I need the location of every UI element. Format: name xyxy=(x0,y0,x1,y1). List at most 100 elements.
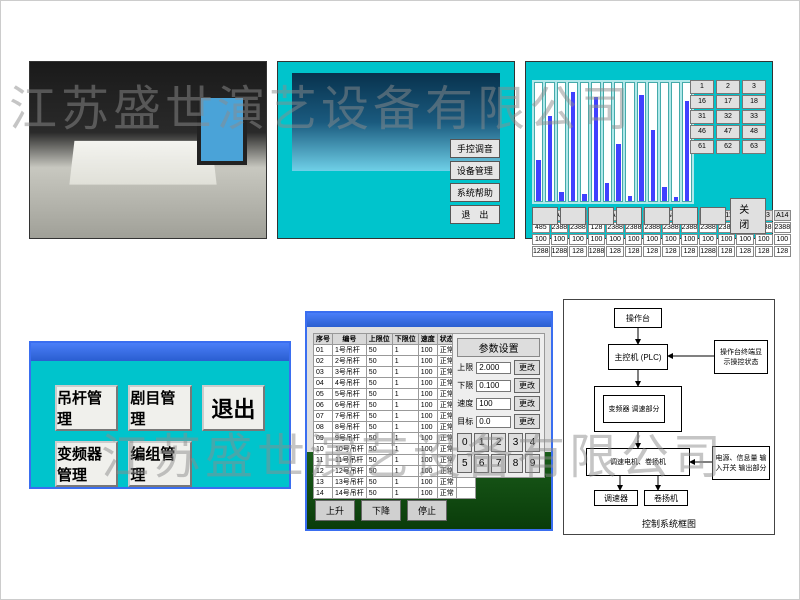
track-0[interactable] xyxy=(534,82,543,202)
gcell-3-3: 1288 xyxy=(588,246,606,257)
key-9[interactable]: 9 xyxy=(525,454,540,473)
key-4[interactable]: 4 xyxy=(525,433,540,452)
track-11[interactable] xyxy=(660,82,669,202)
track-8[interactable] xyxy=(625,82,634,202)
mgmt-btn-2[interactable]: 退出 xyxy=(202,385,265,431)
gcell-2-11: 100 xyxy=(736,234,754,245)
field-btn-1[interactable]: 更改 xyxy=(514,378,540,393)
track-6[interactable] xyxy=(603,82,612,202)
mgmt-btn-3[interactable]: 变频器管理 xyxy=(55,441,118,487)
gcell-3-6: 128 xyxy=(643,246,661,257)
mcell-0-2[interactable]: 31 xyxy=(690,110,714,124)
track-7[interactable] xyxy=(614,82,623,202)
table-row[interactable]: 066号吊杆501100正常 xyxy=(314,400,476,411)
key-6[interactable]: 6 xyxy=(474,454,489,473)
field-2[interactable] xyxy=(476,398,511,410)
mcell-1-2[interactable]: 32 xyxy=(716,110,740,124)
diag-n10: 卷扬机 xyxy=(644,490,688,506)
side-title: 参数设置 xyxy=(457,338,540,357)
mcell-2-2[interactable]: 33 xyxy=(742,110,766,124)
key-3[interactable]: 3 xyxy=(508,433,523,452)
table-row[interactable]: 088号吊杆501100正常 xyxy=(314,422,476,433)
mgmt-btn-1[interactable]: 剧目管理 xyxy=(128,385,191,431)
action-btn-0[interactable]: 上升 xyxy=(315,500,355,521)
splash-btn-3[interactable]: 退 出 xyxy=(450,205,500,224)
mcell-1-1[interactable]: 17 xyxy=(716,95,740,109)
table-row[interactable]: 1313号吊杆501100正常 xyxy=(314,477,476,488)
track-10[interactable] xyxy=(648,82,657,202)
gcell-3-4: 128 xyxy=(606,246,624,257)
table-row[interactable]: 1212号吊杆501100正常 xyxy=(314,466,476,477)
mcell-2-4[interactable]: 63 xyxy=(742,140,766,154)
gcell-3-2: 128 xyxy=(569,246,587,257)
splash-btn-2[interactable]: 系统帮助 xyxy=(450,183,500,202)
bottom-btn-1[interactable] xyxy=(560,207,586,225)
field-0[interactable] xyxy=(476,362,511,374)
diag-n2: 主控机 (PLC) xyxy=(608,344,668,370)
side-panel: 参数设置 上限更改下限更改速度更改目标更改 0123456789 xyxy=(452,333,545,478)
key-8[interactable]: 8 xyxy=(508,454,523,473)
track-2[interactable] xyxy=(557,82,566,202)
mgmt-btn-4[interactable]: 编组管理 xyxy=(128,441,191,487)
gcell-3-5: 128 xyxy=(625,246,643,257)
gcell-2-9: 100 xyxy=(699,234,717,245)
bottom-btn-5[interactable] xyxy=(672,207,698,225)
mgmt-btn-0[interactable]: 吊杆管理 xyxy=(55,385,118,431)
mcell-0-4[interactable]: 61 xyxy=(690,140,714,154)
field-btn-0[interactable]: 更改 xyxy=(514,360,540,375)
action-btn-1[interactable]: 下降 xyxy=(361,500,401,521)
table-row[interactable]: 1414号吊杆501100正常 xyxy=(314,488,476,499)
bottom-btn-6[interactable] xyxy=(700,207,726,225)
key-7[interactable]: 7 xyxy=(491,454,506,473)
mcell-0-0[interactable]: 1 xyxy=(690,80,714,94)
table-row[interactable]: 055号吊杆501100正常 xyxy=(314,389,476,400)
table-row[interactable]: 022号吊杆501100正常 xyxy=(314,356,476,367)
table-row[interactable]: 077号吊杆501100正常 xyxy=(314,411,476,422)
field-btn-2[interactable]: 更改 xyxy=(514,396,540,411)
track-4[interactable] xyxy=(580,82,589,202)
action-btn-2[interactable]: 停止 xyxy=(407,500,447,521)
mcell-0-3[interactable]: 46 xyxy=(690,125,714,139)
table-row[interactable]: 011号吊杆501100正常 xyxy=(314,345,476,356)
mcell-1-0[interactable]: 2 xyxy=(716,80,740,94)
table-window: 序号编号上限位下限位速度状态其他011号吊杆501100正常022号吊杆5011… xyxy=(305,311,553,531)
bottom-btn-0[interactable] xyxy=(532,207,558,225)
track-12[interactable] xyxy=(671,82,680,202)
key-5[interactable]: 5 xyxy=(457,454,472,473)
mcell-1-3[interactable]: 47 xyxy=(716,125,740,139)
key-2[interactable]: 2 xyxy=(491,433,506,452)
mcell-2-0[interactable]: 3 xyxy=(742,80,766,94)
diag-n5: 变频器 调速部分 xyxy=(603,395,665,423)
field-3[interactable] xyxy=(476,416,511,428)
diag-caption: 控制系统框图 xyxy=(564,517,774,530)
gcell-1-13: 2388 xyxy=(774,222,792,233)
table-row[interactable]: 1010号吊杆501100正常 xyxy=(314,444,476,455)
bottom-btn-3[interactable] xyxy=(616,207,642,225)
track-1[interactable] xyxy=(545,82,554,202)
track-9[interactable] xyxy=(637,82,646,202)
table-row[interactable]: 033号吊杆501100正常 xyxy=(314,367,476,378)
bottom-btn-4[interactable] xyxy=(644,207,670,225)
mcell-2-3[interactable]: 48 xyxy=(742,125,766,139)
splash-btn-0[interactable]: 手控调音 xyxy=(450,139,500,158)
mcell-2-1[interactable]: 18 xyxy=(742,95,766,109)
mgmt-titlebar xyxy=(31,343,289,361)
track-5[interactable] xyxy=(591,82,600,202)
mcell-1-4[interactable]: 62 xyxy=(716,140,740,154)
track-3[interactable] xyxy=(568,82,577,202)
gcell-3-9: 1288 xyxy=(699,246,717,257)
table-row[interactable]: 044号吊杆501100正常 xyxy=(314,378,476,389)
key-1[interactable]: 1 xyxy=(474,433,489,452)
field-btn-3[interactable]: 更改 xyxy=(514,414,540,429)
field-1[interactable] xyxy=(476,380,511,392)
mcell-0-1[interactable]: 16 xyxy=(690,95,714,109)
bottom-btn-2[interactable] xyxy=(588,207,614,225)
close-button[interactable]: 关闭 xyxy=(730,198,766,234)
key-0[interactable]: 0 xyxy=(457,433,472,452)
table-row[interactable]: 1111号吊杆501100正常 xyxy=(314,455,476,466)
diag-n8: 调速器 xyxy=(594,490,638,506)
table-row[interactable]: 099号吊杆501100正常 xyxy=(314,433,476,444)
gcell-2-3: 100 xyxy=(588,234,606,245)
gcell-2-12: 100 xyxy=(755,234,773,245)
splash-btn-1[interactable]: 设备管理 xyxy=(450,161,500,180)
